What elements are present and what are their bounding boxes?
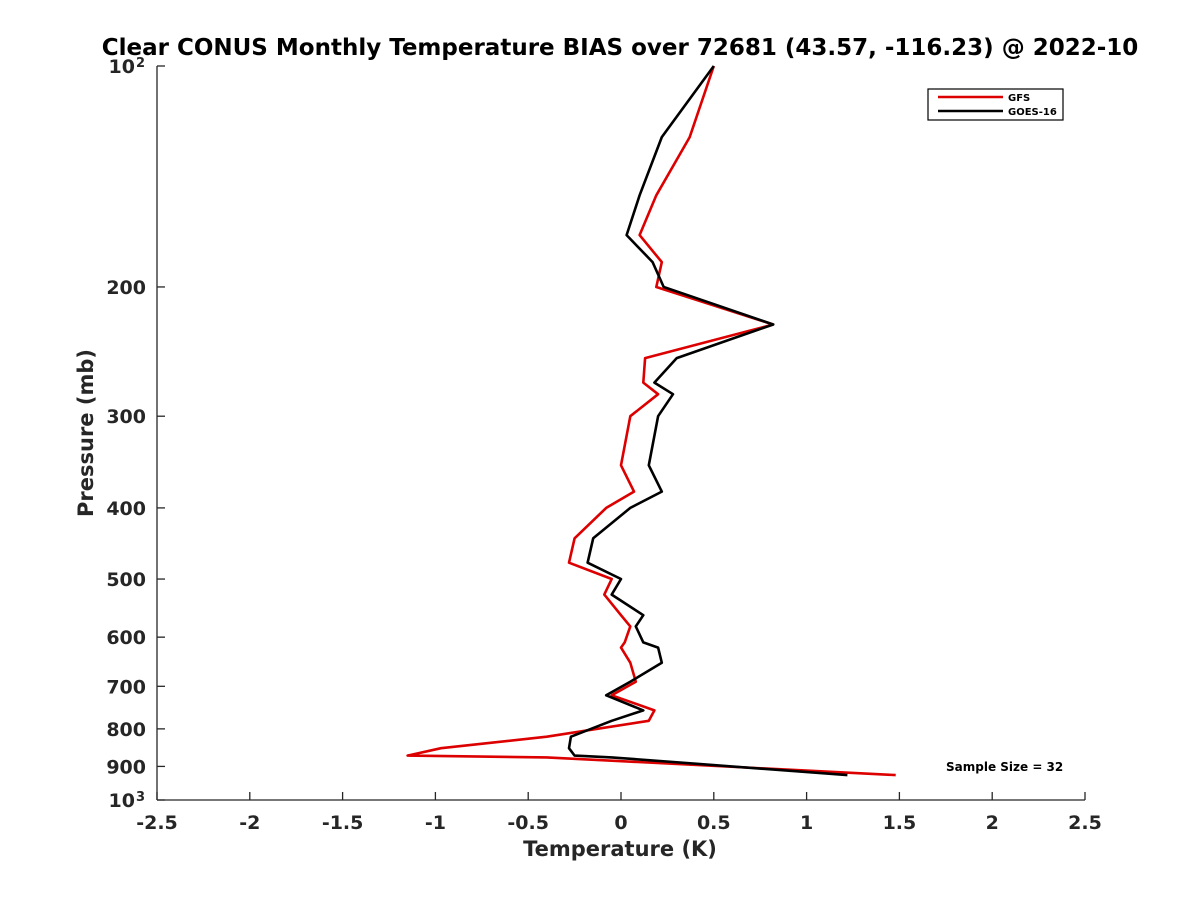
legend-label-gfs: GFS bbox=[1008, 93, 1030, 104]
y-tick-label-exponent: 3 bbox=[136, 790, 145, 805]
x-tick-label: 2.5 bbox=[1068, 812, 1102, 834]
y-tick-label: 900 bbox=[106, 756, 146, 778]
y-tick-label: 10 bbox=[109, 790, 135, 812]
x-axis-ticks: -2.5 -2 -1.5 -1 -0.5 0 0.5 1 1.5 2 2.5 bbox=[136, 792, 1102, 834]
x-tick-label: 1.5 bbox=[883, 812, 917, 834]
series-layer bbox=[406, 65, 896, 777]
x-tick-label: -1 bbox=[425, 812, 446, 834]
chart-title: Clear CONUS Monthly Temperature BIAS ove… bbox=[102, 35, 1139, 61]
series-line-gfs bbox=[406, 65, 896, 777]
legend-label-goes16: GOES-16 bbox=[1008, 107, 1057, 118]
x-tick-label: 0.5 bbox=[697, 812, 731, 834]
y-axis-label: Pressure (mb) bbox=[74, 349, 98, 517]
y-tick-label: 700 bbox=[106, 676, 146, 698]
x-tick-label: -0.5 bbox=[507, 812, 549, 834]
legend-box bbox=[927, 88, 1064, 121]
y-tick-label: 800 bbox=[106, 719, 146, 741]
x-axis-label: Temperature (K) bbox=[523, 837, 717, 861]
x-tick-label: 1 bbox=[800, 812, 813, 834]
sample-size-annotation: Sample Size = 32 bbox=[946, 760, 1063, 774]
x-tick-label: 2 bbox=[986, 812, 999, 834]
x-tick-label: -2 bbox=[239, 812, 260, 834]
x-tick-label: -1.5 bbox=[322, 812, 364, 834]
y-tick-label: 200 bbox=[106, 277, 146, 299]
x-tick-label: 0 bbox=[614, 812, 627, 834]
y-tick-label: 600 bbox=[106, 627, 146, 649]
series-line-goes16 bbox=[567, 65, 848, 777]
x-tick-label: -2.5 bbox=[136, 812, 178, 834]
y-tick-label: 400 bbox=[106, 498, 146, 520]
y-tick-label: 300 bbox=[106, 406, 146, 428]
y-tick-label-exponent: 2 bbox=[136, 56, 145, 71]
legend: GFS GOES-16 bbox=[927, 88, 1064, 121]
y-tick-label: 10 bbox=[109, 56, 135, 78]
y-tick-label: 500 bbox=[106, 569, 146, 591]
